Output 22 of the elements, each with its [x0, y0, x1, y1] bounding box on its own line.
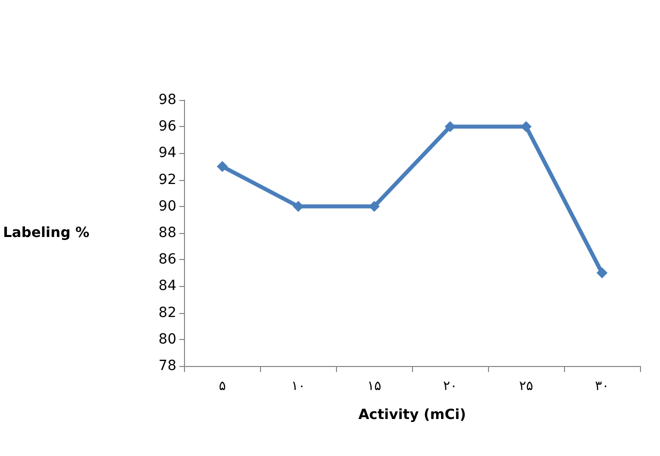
y-tick-label: 80 — [158, 331, 176, 348]
y-tick-label: 92 — [158, 172, 176, 188]
y-tick-label: 96 — [158, 118, 176, 135]
y-tick-label: 90 — [158, 198, 176, 214]
point — [520, 121, 532, 132]
y-tick-label: 86 — [158, 252, 176, 268]
point — [216, 161, 228, 172]
y-axis-title: Labeling % — [2, 225, 90, 241]
y-tick-label: 82 — [158, 304, 176, 321]
x-tick-label: ۲۵ — [519, 379, 534, 394]
y-tick-label: 84 — [158, 278, 176, 294]
x-tick-label: ۱۵ — [367, 379, 382, 394]
y-tick-label: 78 — [158, 358, 176, 374]
x-tick-label: ۳۰ — [595, 379, 610, 394]
x-axis-title: Activity (mCi) — [358, 407, 466, 423]
point — [596, 267, 608, 278]
y-tick-label: 88 — [158, 225, 176, 241]
y-tick-label: 94 — [158, 145, 176, 162]
x-tick-label: ۱۰ — [291, 379, 306, 394]
x-tick-label: ۲۰ — [443, 379, 458, 394]
x-tick-label: ۵ — [218, 379, 226, 394]
y-tick-label: 98 — [158, 92, 176, 108]
